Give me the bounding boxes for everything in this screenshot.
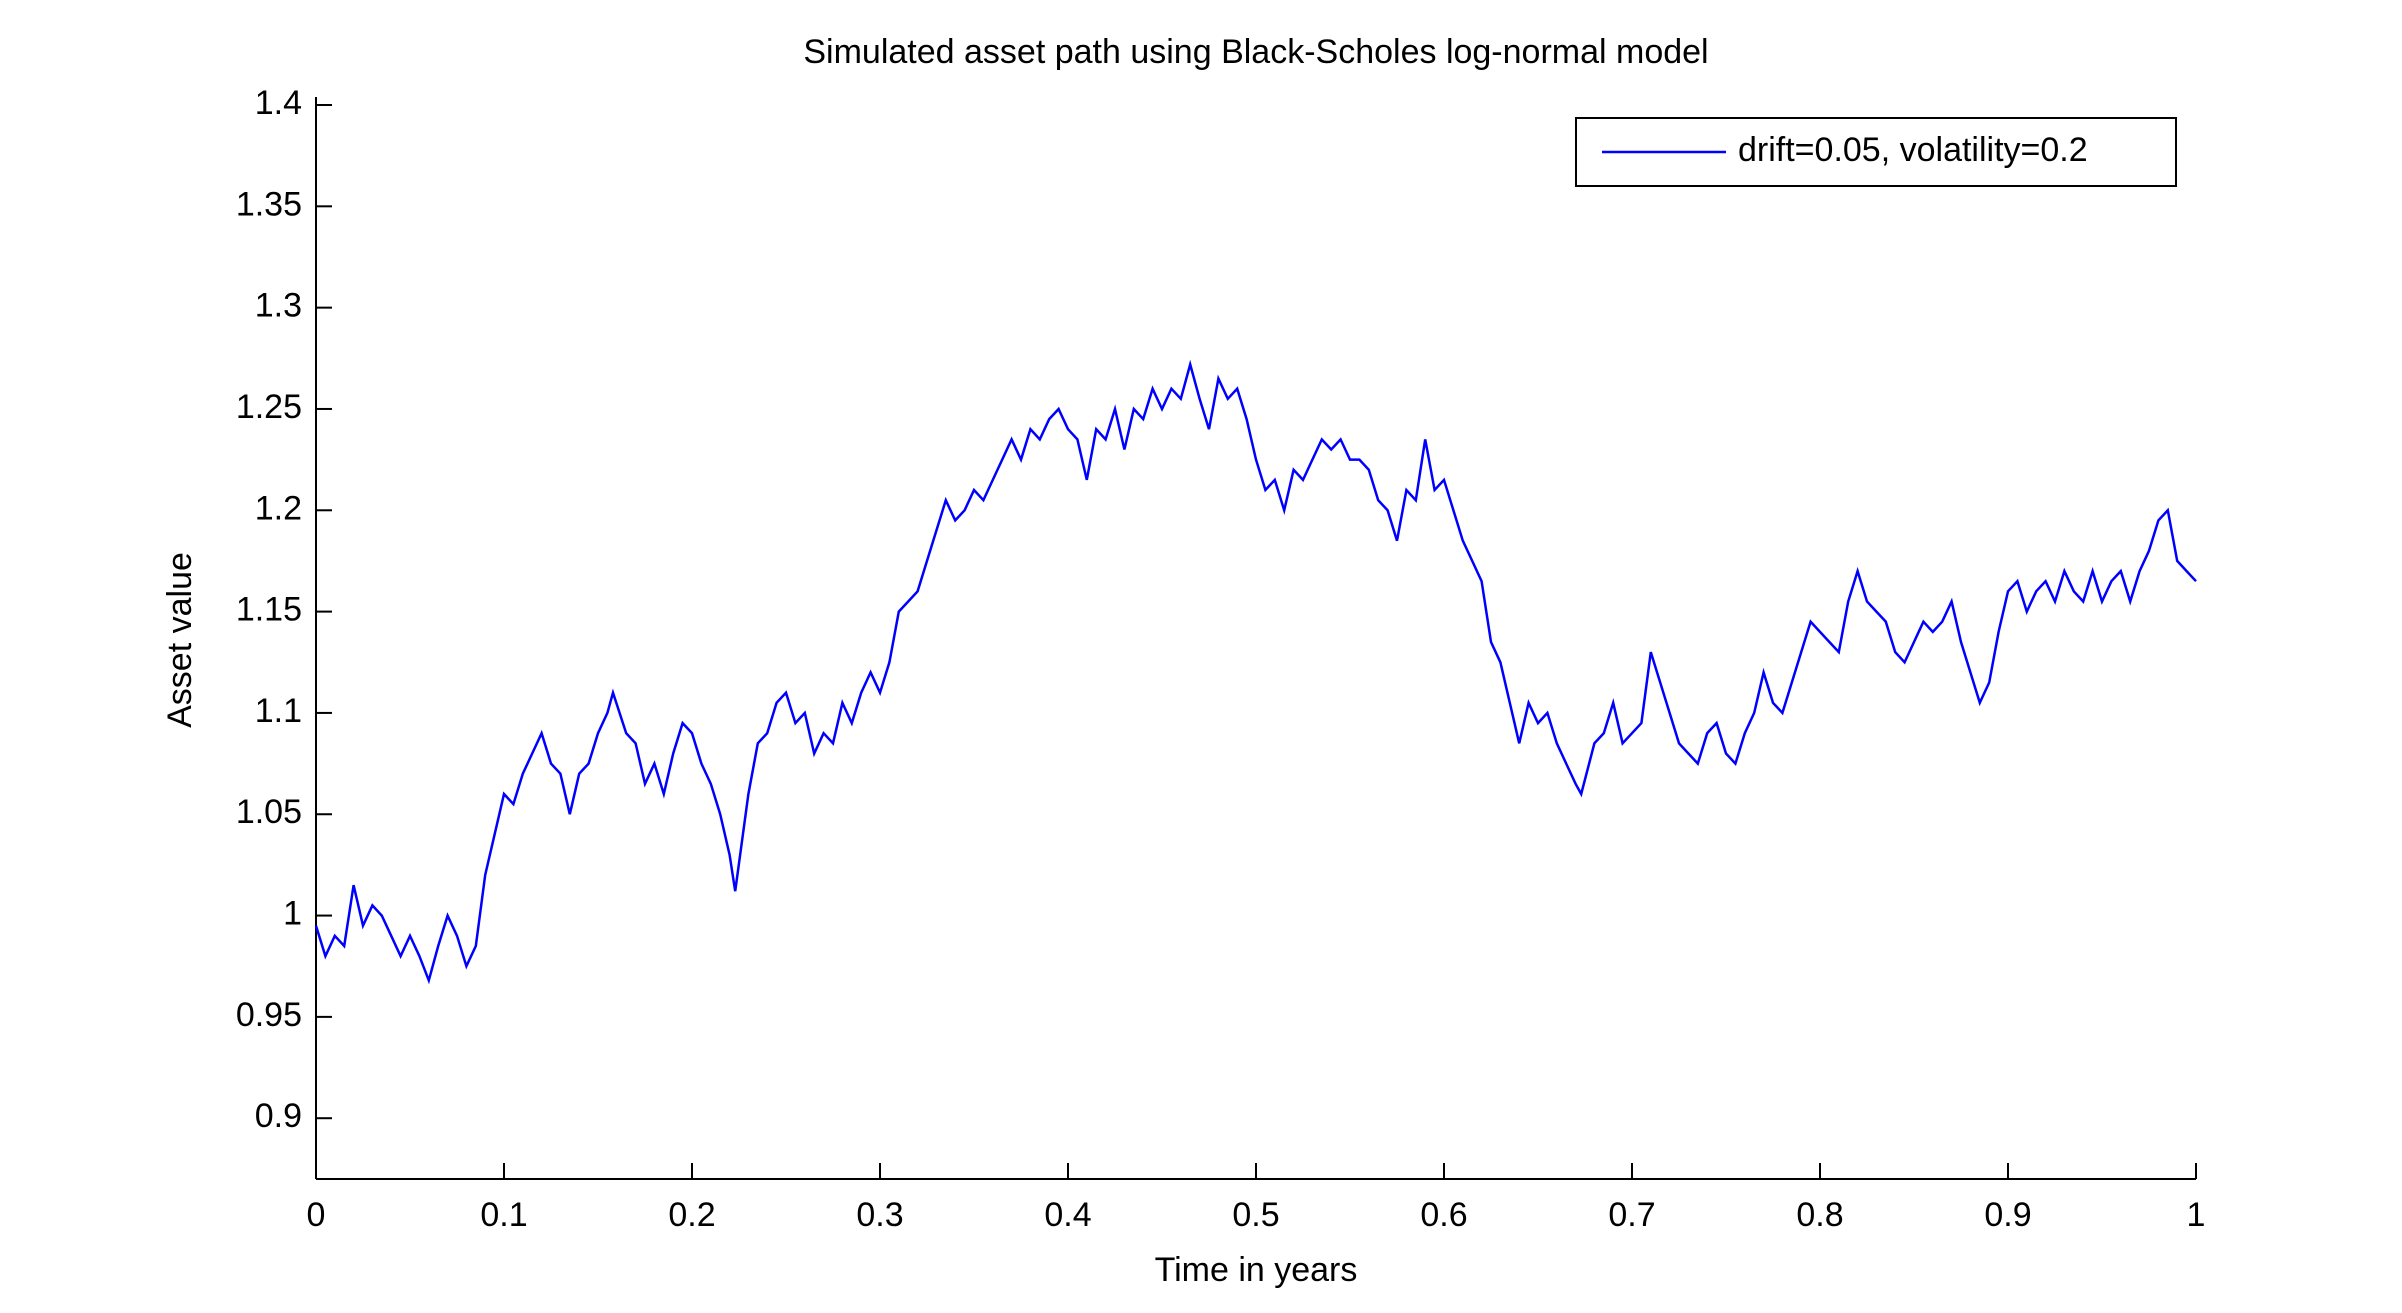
y-tick-label: 1.25 bbox=[236, 388, 302, 426]
x-tick-label: 0 bbox=[307, 1196, 326, 1234]
x-tick-label: 0.8 bbox=[1796, 1196, 1843, 1234]
x-tick-label: 0.2 bbox=[668, 1196, 715, 1234]
x-tick-label: 0.6 bbox=[1420, 1196, 1467, 1234]
y-tick-label: 0.95 bbox=[236, 996, 302, 1034]
legend-label: drift=0.05, volatility=0.2 bbox=[1738, 131, 2088, 169]
x-axis-label: Time in years bbox=[1155, 1251, 1358, 1289]
x-tick-label: 0.5 bbox=[1232, 1196, 1279, 1234]
y-tick-label: 1.35 bbox=[236, 185, 302, 223]
x-tick-label: 1 bbox=[2187, 1196, 2206, 1234]
y-tick-label: 1.05 bbox=[236, 793, 302, 831]
y-axis-label: Asset value bbox=[161, 552, 199, 728]
x-tick-label: 0.9 bbox=[1984, 1196, 2031, 1234]
y-tick-label: 1.3 bbox=[255, 287, 302, 325]
x-tick-label: 0.3 bbox=[856, 1196, 903, 1234]
chart-title: Simulated asset path using Black-Scholes… bbox=[803, 33, 1708, 71]
x-tick-label: 0.1 bbox=[480, 1196, 527, 1234]
y-tick-label: 1 bbox=[283, 895, 302, 933]
data-line bbox=[314, 359, 2197, 985]
y-tick-label: 1.2 bbox=[255, 489, 302, 527]
y-tick-label: 1.1 bbox=[255, 692, 302, 730]
y-tick-label: 1.15 bbox=[236, 591, 302, 629]
x-tick-label: 0.7 bbox=[1608, 1196, 1655, 1234]
x-tick-label: 0.4 bbox=[1044, 1196, 1091, 1234]
y-tick-label: 1.4 bbox=[255, 84, 302, 122]
y-tick-label: 0.9 bbox=[255, 1097, 302, 1135]
